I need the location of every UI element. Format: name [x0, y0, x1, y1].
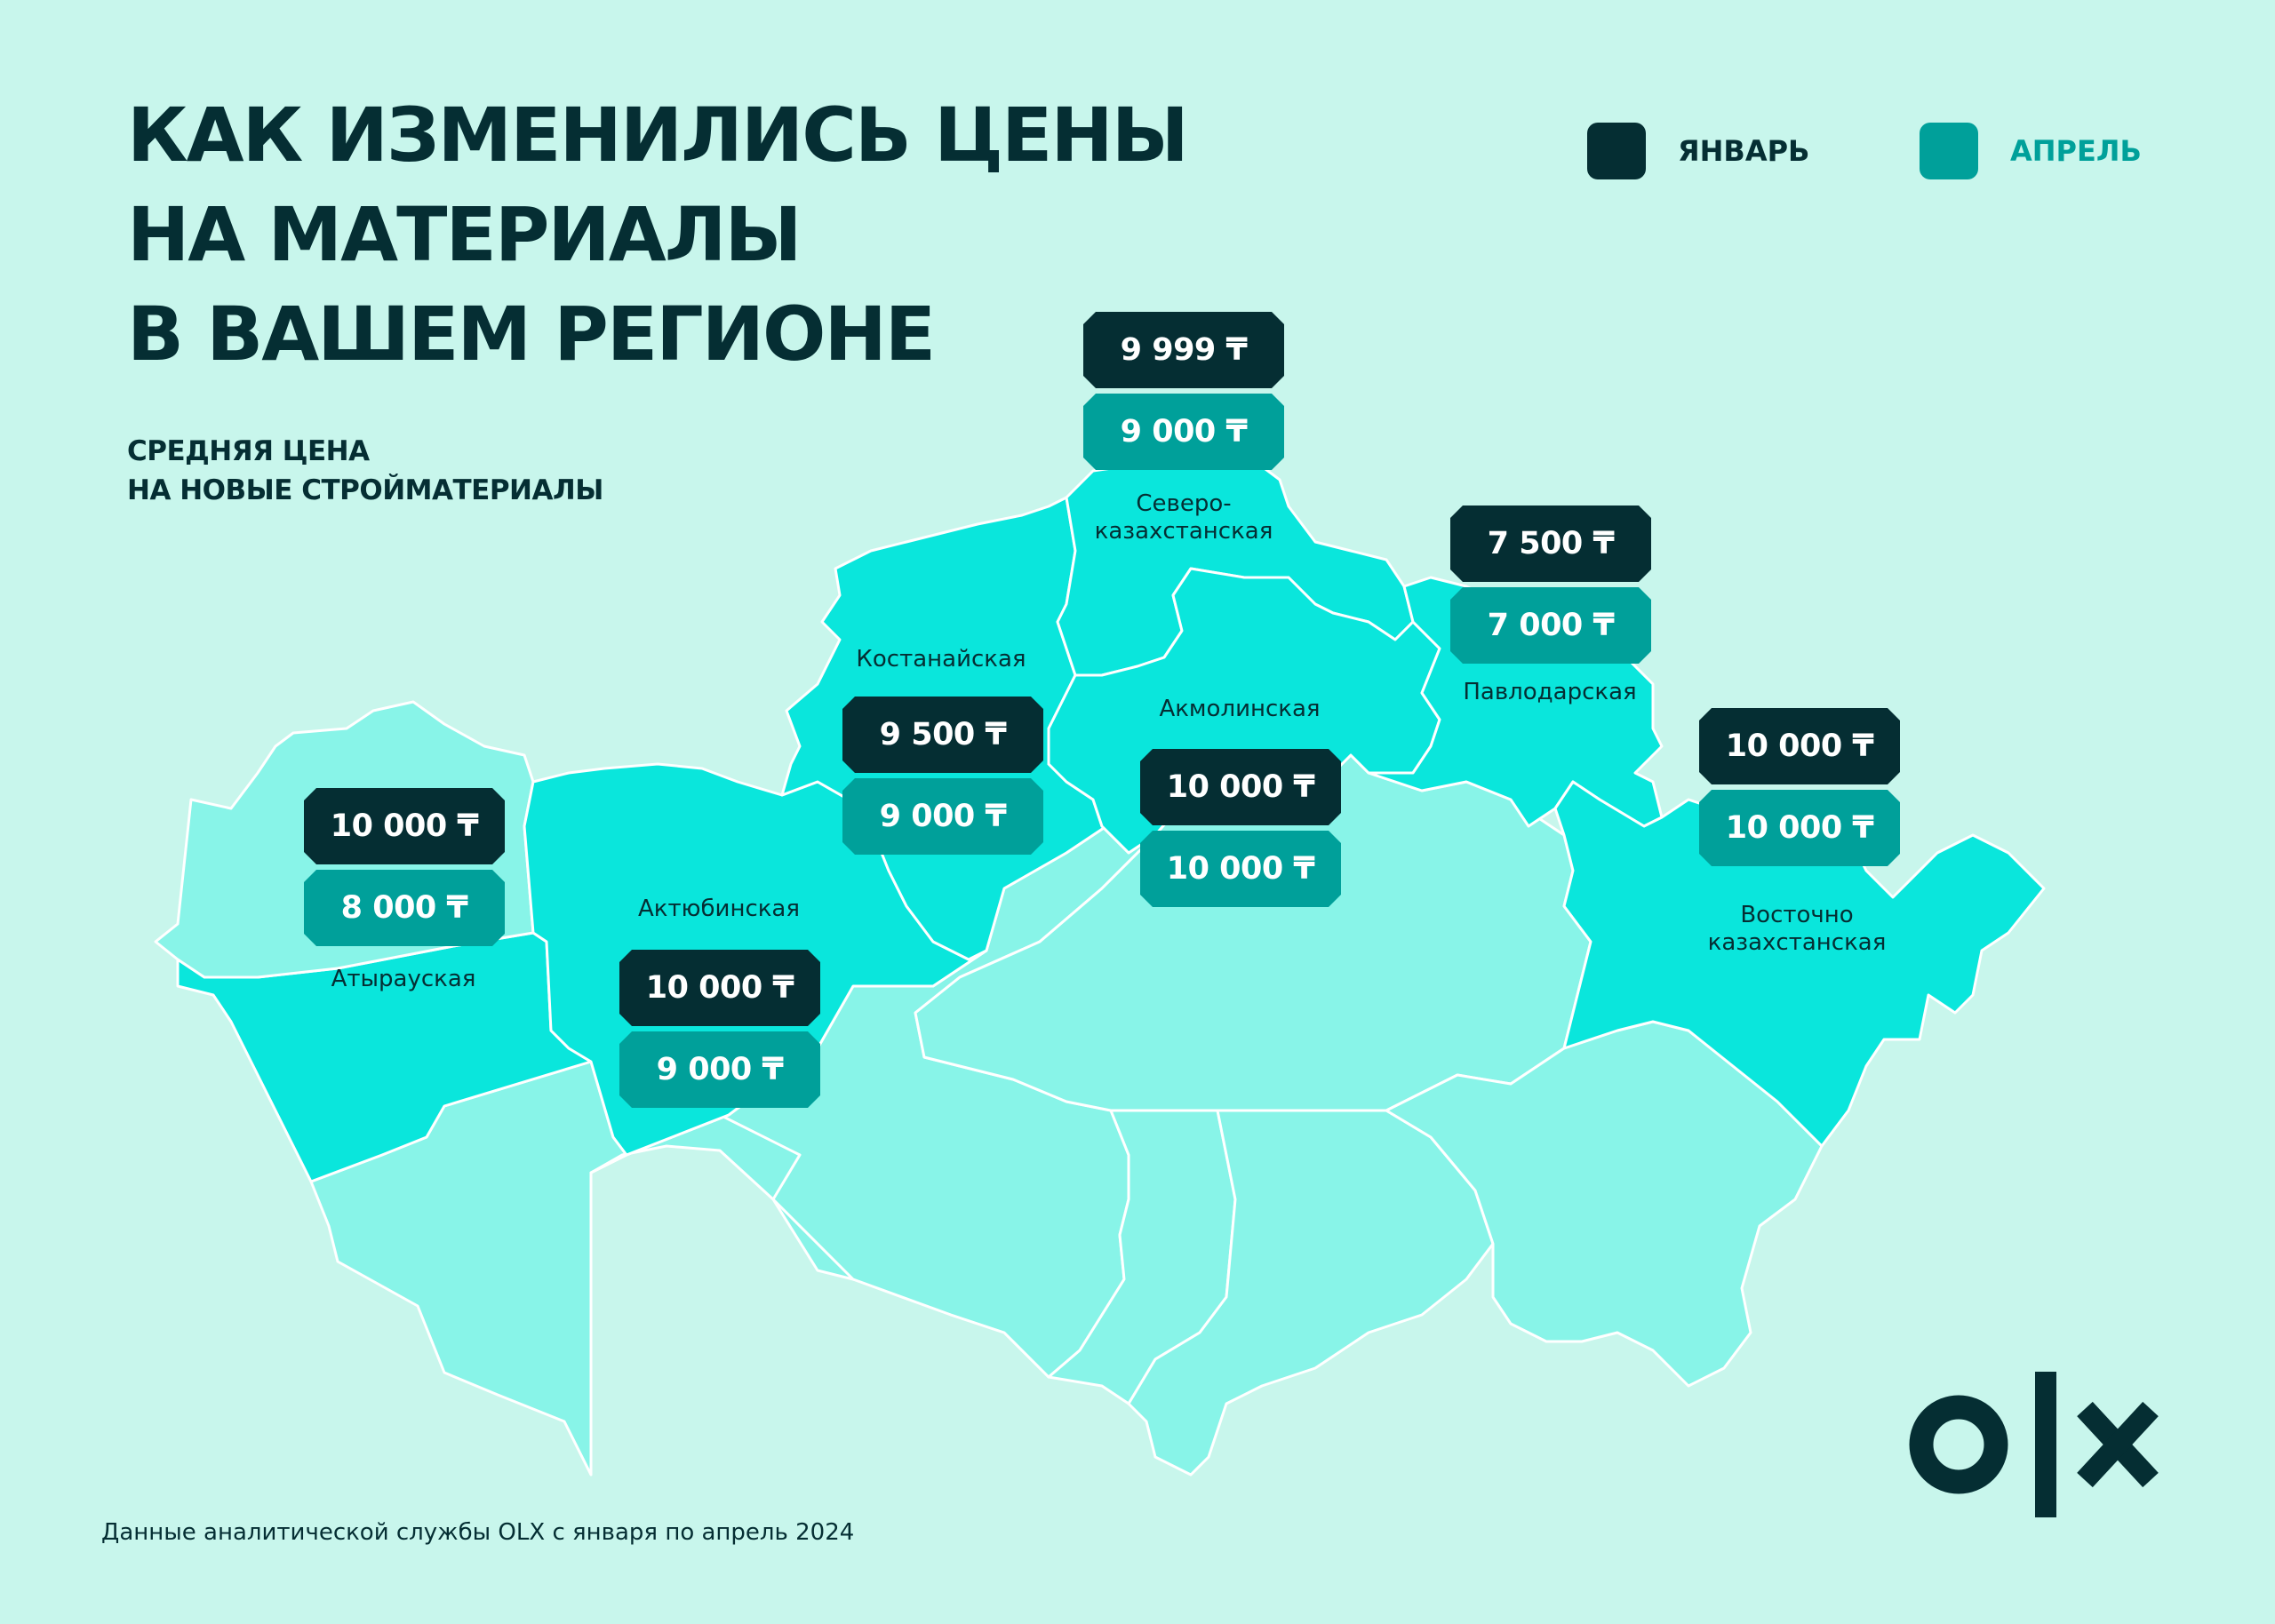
price-january-atyrau: 10 000 ₸ [304, 788, 505, 864]
price-card-north-kz: 9 999 ₸ 9 000 ₸ [1083, 312, 1284, 470]
page-title: КАК ИЗМЕНИЛИСЬ ЦЕНЫ НА МАТЕРИАЛЫ В ВАШЕМ… [127, 85, 1189, 384]
price-april-north-kz: 9 000 ₸ [1083, 394, 1284, 470]
price-april-atyrau: 8 000 ₸ [304, 870, 505, 946]
title-line-3: В ВАШЕМ РЕГИОНЕ [127, 291, 936, 378]
price-april-east-kz: 10 000 ₸ [1699, 790, 1900, 866]
region-label-east-kz: Восточно казахстанская [1708, 902, 1887, 957]
price-january-aktobe: 10 000 ₸ [619, 950, 820, 1026]
subtitle-line-1: СРЕДНЯЯ ЦЕНА [127, 435, 370, 467]
price-card-aktobe: 10 000 ₸ 9 000 ₸ [619, 950, 820, 1108]
legend-january-swatch [1587, 123, 1646, 179]
subtitle-line-2: НА НОВЫЕ СТРОЙМАТЕРИАЛЫ [127, 474, 603, 506]
legend-april-label: АПРЕЛЬ [2010, 134, 2142, 168]
price-january-pavlodar: 7 500 ₸ [1450, 506, 1651, 582]
region-label-kostanay: Костанайская [856, 646, 1026, 673]
title-line-2: НА МАТЕРИАЛЫ [127, 191, 802, 278]
region-label-pavlodar: Павлодарская [1463, 679, 1637, 705]
olx-logo [1909, 1372, 2159, 1517]
price-april-pavlodar: 7 000 ₸ [1450, 587, 1651, 664]
price-january-kostanay: 9 500 ₸ [842, 697, 1043, 773]
region-almaty [1385, 1020, 1824, 1388]
price-january-akmola: 10 000 ₸ [1140, 749, 1341, 825]
price-april-aktobe: 9 000 ₸ [619, 1031, 820, 1108]
price-card-east-kz: 10 000 ₸ 10 000 ₸ [1699, 708, 1900, 866]
region-label-east-kz-line2: казахстанская [1707, 929, 1887, 956]
source-footnote: Данные аналитической службы OLX с января… [101, 1519, 855, 1546]
price-january-east-kz: 10 000 ₸ [1699, 708, 1900, 784]
title-line-1: КАК ИЗМЕНИЛИСЬ ЦЕНЫ [127, 92, 1189, 179]
price-january-north-kz: 9 999 ₸ [1083, 312, 1284, 388]
legend-january: ЯНВАРЬ [1587, 123, 1809, 179]
region-label-north-kz-line1: Северо- [1136, 490, 1232, 517]
price-card-kostanay: 9 500 ₸ 9 000 ₸ [842, 697, 1043, 855]
price-april-akmola: 10 000 ₸ [1140, 831, 1341, 907]
region-label-aktobe: Актюбинская [637, 896, 801, 922]
price-card-akmola: 10 000 ₸ 10 000 ₸ [1140, 749, 1341, 907]
subtitle: СРЕДНЯЯ ЦЕНА НА НОВЫЕ СТРОЙМАТЕРИАЛЫ [127, 432, 603, 510]
price-april-kostanay: 9 000 ₸ [842, 778, 1043, 855]
legend-april-swatch [1920, 123, 1978, 179]
price-card-pavlodar: 7 500 ₸ 7 000 ₸ [1450, 506, 1651, 664]
region-label-north-kz-line2: казахстанская [1094, 518, 1273, 545]
region-label-east-kz-line1: Восточно [1740, 902, 1854, 928]
price-card-atyrau: 10 000 ₸ 8 000 ₸ [304, 788, 505, 946]
region-label-atyrau: Атырауская [331, 966, 476, 992]
region-label-north-kz: Северо- казахстанская [1095, 490, 1273, 545]
legend-january-label: ЯНВАРЬ [1678, 134, 1810, 168]
legend-april: АПРЕЛЬ [1920, 123, 2142, 179]
region-label-akmola: Акмолинская [1159, 696, 1321, 722]
